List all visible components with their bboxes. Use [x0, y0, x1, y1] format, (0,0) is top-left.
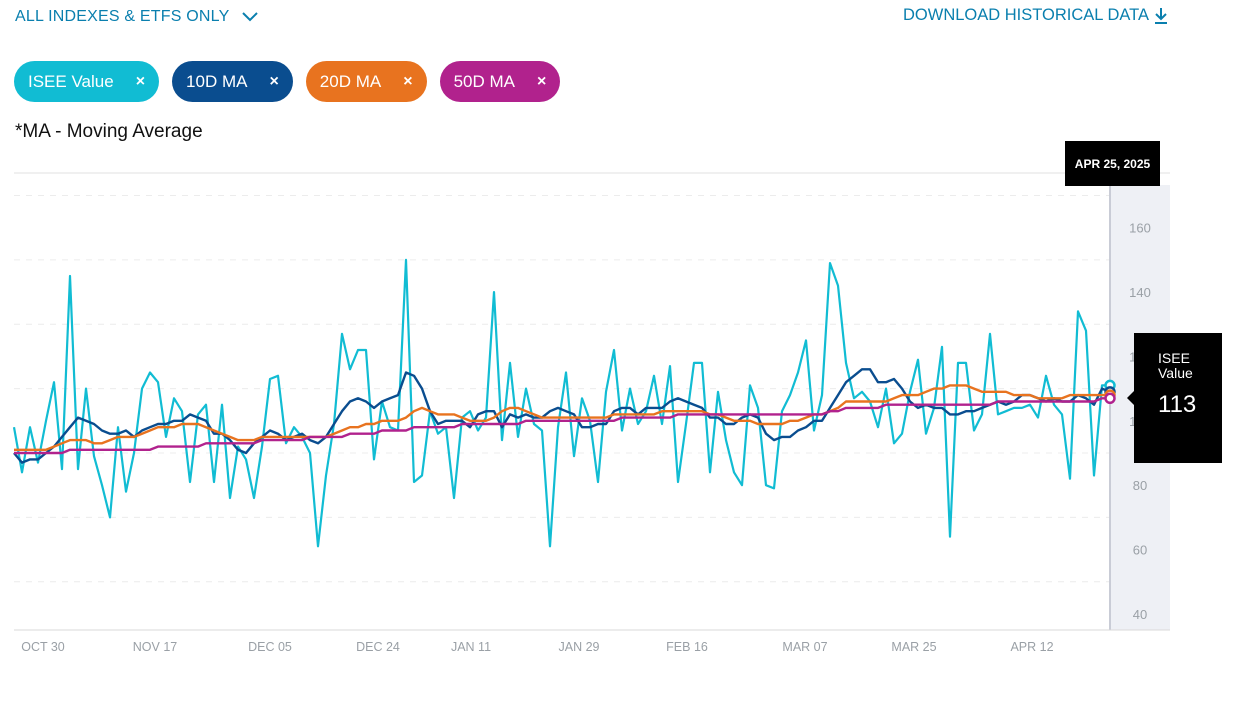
y-tick-label: 140: [1129, 285, 1151, 300]
tooltip-value: 113: [1158, 391, 1197, 418]
download-historical-data-link[interactable]: DOWNLOAD HISTORICAL DATA: [903, 6, 1168, 25]
x-tick-label: DEC 05: [248, 640, 292, 654]
y-tick-label: 40: [1133, 607, 1147, 622]
x-tick-label: MAR 07: [782, 640, 827, 654]
moving-average-note: *MA - Moving Average: [15, 121, 203, 142]
series-line-isee-value: [12, 258, 1110, 548]
close-icon[interactable]: ×: [536, 72, 547, 90]
chip-50d-ma[interactable]: 50D MA ×: [439, 61, 561, 102]
y-tick-label: 160: [1129, 221, 1151, 236]
x-tick-label: NOV 17: [133, 640, 178, 654]
tooltip-series-name: ISEE Value: [1158, 350, 1193, 381]
series-chips: ISEE Value × 10D MA × 20D MA × 50D MA ×: [14, 61, 561, 102]
close-icon[interactable]: ×: [269, 72, 279, 90]
value-tooltip: ISEE Value 113: [1127, 333, 1222, 463]
x-tick-label: FEB 16: [666, 640, 708, 654]
chip-label: 20D MA: [319, 71, 382, 91]
x-tick-label: DEC 24: [356, 640, 400, 654]
download-label: DOWNLOAD HISTORICAL DATA: [903, 6, 1150, 24]
series-line-20d-ma: [14, 384, 1110, 451]
date-tooltip: APR 25, 2025: [1065, 141, 1160, 186]
x-tick-label: MAR 25: [891, 640, 936, 654]
chevron-down-icon: [242, 12, 259, 22]
tooltip-arrow: [1127, 391, 1134, 405]
download-icon: [1155, 7, 1168, 24]
x-tick-label: JAN 11: [451, 640, 491, 654]
series-line-50d-ma: [14, 397, 1110, 455]
x-tick-label: OCT 30: [21, 640, 65, 654]
x-tick-label: APR 12: [1010, 640, 1053, 654]
chip-label: 10D MA: [186, 71, 248, 91]
y-tick-label: 60: [1133, 543, 1147, 558]
x-tick-label: JAN 29: [559, 640, 600, 654]
chip-10d-ma[interactable]: 10D MA ×: [172, 61, 293, 102]
chip-isee-value[interactable]: ISEE Value ×: [14, 61, 160, 102]
close-icon[interactable]: ×: [135, 72, 146, 90]
index-filter-label: ALL INDEXES & ETFS ONLY: [15, 8, 230, 25]
index-filter-dropdown[interactable]: ALL INDEXES & ETFS ONLY: [15, 8, 259, 26]
series-marker-50d-ma: [1104, 392, 1116, 405]
chip-20d-ma[interactable]: 20D MA ×: [305, 61, 427, 102]
chip-label: ISEE Value: [28, 71, 114, 91]
chip-label: 50D MA: [453, 71, 515, 91]
close-icon[interactable]: ×: [403, 72, 413, 90]
y-tick-label: 80: [1133, 478, 1147, 493]
